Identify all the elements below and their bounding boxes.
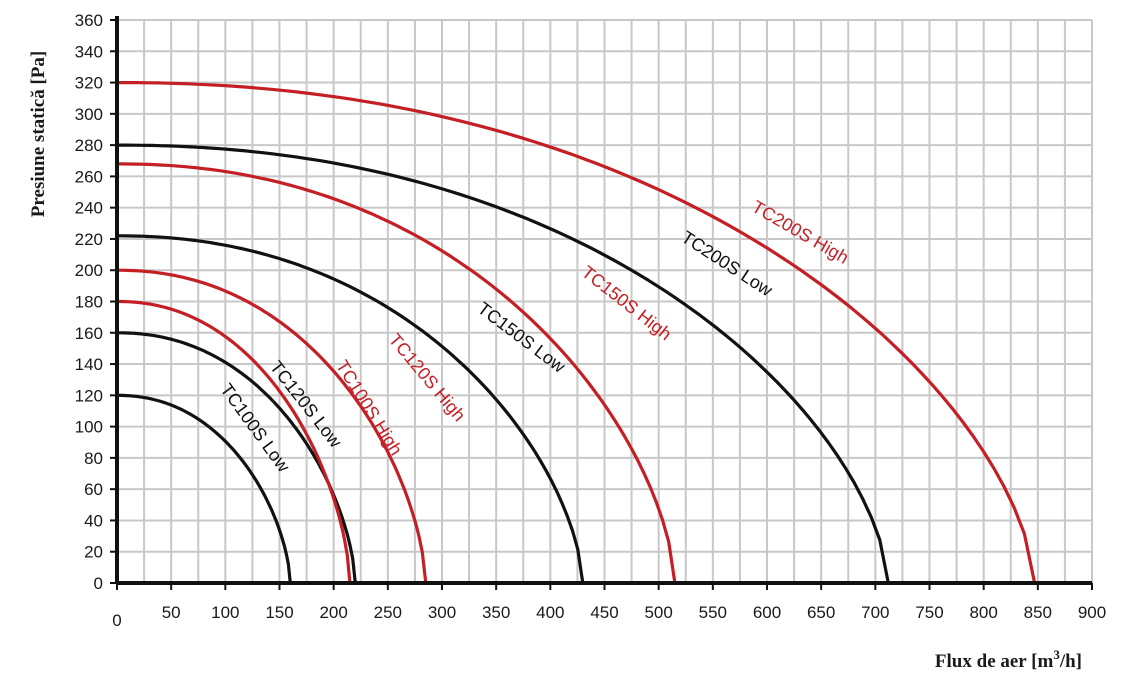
y-tick-label: 80	[84, 449, 103, 468]
y-tick-label: 160	[75, 324, 103, 343]
x-tick-label: 450	[590, 603, 618, 622]
y-tick-label: 200	[75, 261, 103, 280]
x-tick-label: 750	[915, 603, 943, 622]
y-tick-label: 340	[75, 42, 103, 61]
curve-tc150s-low	[117, 234, 585, 584]
y-tick-label: 220	[75, 230, 103, 249]
x-tick-label: 400	[536, 603, 564, 622]
curve-tc200s-high	[117, 80, 1037, 584]
y-tick-label: 360	[75, 11, 103, 30]
y-tick-label: 140	[75, 355, 103, 374]
y-tick-label: 300	[75, 105, 103, 124]
x-tick-label: 550	[699, 603, 727, 622]
x-axis-title-sup: 3	[1053, 647, 1060, 662]
x-tick-label: 0	[112, 611, 121, 630]
y-tick-label: 120	[75, 386, 103, 405]
y-tick-label: 260	[75, 167, 103, 186]
x-tick-label: 300	[428, 603, 456, 622]
x-tick-label: 600	[753, 603, 781, 622]
x-tick-label: 700	[861, 603, 889, 622]
y-tick-label: 40	[84, 511, 103, 530]
curve-tc120s-high	[117, 268, 428, 584]
curve-label-tc120s-high: TC120S High	[385, 330, 470, 426]
x-tick-label: 650	[807, 603, 835, 622]
y-tick-label: 60	[84, 480, 103, 499]
x-axis-title: Flux de aer [m3/h]	[935, 647, 1082, 672]
x-tick-label: 800	[969, 603, 997, 622]
y-tick-label: 0	[94, 574, 103, 593]
x-axis-title-end: /h]	[1059, 651, 1082, 672]
x-tick-label: 150	[265, 603, 293, 622]
x-tick-label: 200	[319, 603, 347, 622]
curve-tc150s-high	[117, 162, 677, 584]
curve-label-tc100s-high: TC100S High	[332, 357, 406, 459]
y-axis-title: Presiune statică [Pa]	[28, 51, 49, 217]
curve-tc200s-low	[117, 143, 890, 584]
x-tick-label: 500	[644, 603, 672, 622]
x-tick-label: 100	[211, 603, 239, 622]
x-tick-label: 900	[1078, 603, 1106, 622]
x-tick-label: 350	[482, 603, 510, 622]
y-tick-label: 280	[75, 136, 103, 155]
x-axis-title-main: Flux de aer [m	[935, 651, 1054, 672]
y-tick-label: 240	[75, 199, 103, 218]
y-tick-label: 20	[84, 543, 103, 562]
y-tick-label: 100	[75, 418, 103, 437]
y-tick-label: 180	[75, 293, 103, 312]
x-tick-label: 250	[374, 603, 402, 622]
axes	[110, 16, 1093, 590]
x-tick-label: 850	[1024, 603, 1052, 622]
tick-labels: 0 20 40 60 80 100 120 140 160 180 200 220 240 260 280 3…	[75, 11, 1107, 630]
y-tick-label: 320	[75, 74, 103, 93]
grid	[116, 19, 1093, 584]
curve-tc100s-low	[117, 393, 292, 584]
x-tick-label: 50	[162, 603, 181, 622]
curves	[117, 80, 1037, 584]
curve-tc120s-low	[117, 331, 357, 584]
curve-tc100s-high	[117, 299, 352, 584]
